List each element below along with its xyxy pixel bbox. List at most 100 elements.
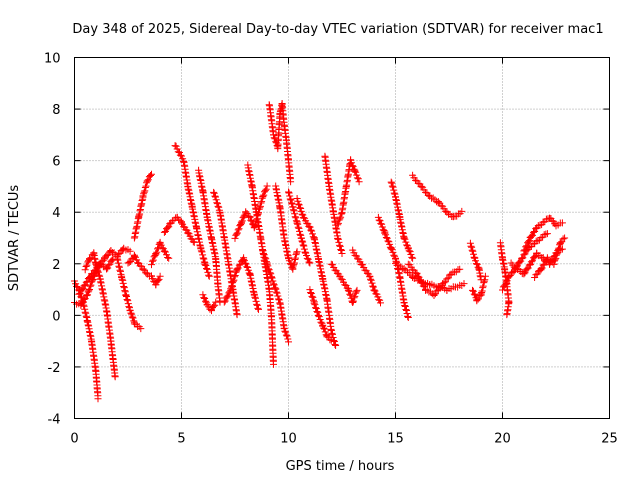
data-point [481,276,489,284]
data-point [233,311,241,319]
data-point [525,238,532,246]
data-point [296,230,304,238]
data-point [527,258,535,266]
data-point [307,289,315,296]
data-point [161,228,169,235]
data-point [405,247,413,255]
data-point [235,261,243,269]
data-point [269,277,277,285]
data-point [409,266,417,274]
data-point [352,168,360,176]
data-point [525,237,533,245]
x-tick-label: 0 [70,432,78,447]
data-point [308,292,316,300]
x-axis-label: GPS time / hours [286,459,395,474]
data-point [556,239,564,247]
data-point [387,245,395,253]
data-point [479,282,487,290]
data-point [395,270,403,278]
data-point [264,262,272,270]
data-point [83,291,91,299]
data-point [300,242,308,250]
data-point [250,290,258,298]
data-point [143,179,151,187]
data-point [252,297,260,305]
data-point [290,207,298,215]
data-point [233,229,241,237]
data-point [148,257,156,265]
data-point [294,223,302,231]
data-point [390,189,398,197]
y-axis-label: SDTVAR / TECUs [7,185,22,292]
data-point [212,298,220,306]
data-point [128,313,136,321]
data-point [430,291,438,299]
data-point [201,261,209,269]
data-point [310,296,317,304]
data-point [317,318,325,326]
data-point [481,272,489,280]
data-point [306,286,314,294]
data-point [500,282,508,290]
data-point [114,256,122,264]
data-point [467,242,475,250]
y-tick-label: -4 [48,413,61,428]
data-point [299,238,307,246]
data-point [155,275,163,283]
data-point [334,234,342,242]
data-point [233,265,241,273]
data-point [314,308,322,316]
data-point [543,230,551,238]
data-point [291,256,299,263]
data-point [384,237,392,245]
data-point [137,325,145,333]
data-point [559,235,567,243]
data-point [148,170,155,178]
data-point [149,256,157,264]
data-point [472,260,480,268]
data-point [344,286,352,294]
data-point [469,287,477,295]
y-tick-label: 4 [52,206,60,221]
data-point [215,203,223,211]
data-point [202,262,210,269]
data-point [256,202,264,210]
data-point [260,251,268,259]
data-point [337,210,345,218]
data-point [315,312,322,320]
data-point [558,219,566,227]
data-point [260,250,267,258]
data-point [80,296,88,303]
data-point [539,261,547,269]
data-point [351,167,359,175]
data-point [400,299,408,306]
data-point [224,292,232,300]
data-point [406,248,414,256]
data-point [234,226,242,234]
data-point [198,248,206,256]
data-point [285,338,292,346]
data-point [460,280,468,288]
data-point [390,251,398,259]
data-point [258,194,266,202]
data-point [306,259,314,267]
data-point [301,248,309,256]
data-point [294,220,302,228]
data-point [387,178,395,186]
data-point [129,314,137,322]
data-point [143,177,151,185]
x-tick-label: 5 [177,432,185,447]
data-point [78,286,86,294]
data-point [141,184,149,191]
data-point [203,265,210,272]
data-point [202,297,209,305]
data-point [521,246,529,254]
data-point [458,207,466,215]
data-point [334,219,342,227]
data-point [243,263,251,271]
data-point [329,330,336,338]
data-point [293,248,301,256]
data-point [291,210,299,218]
data-point [309,293,317,301]
data-point [257,199,265,207]
